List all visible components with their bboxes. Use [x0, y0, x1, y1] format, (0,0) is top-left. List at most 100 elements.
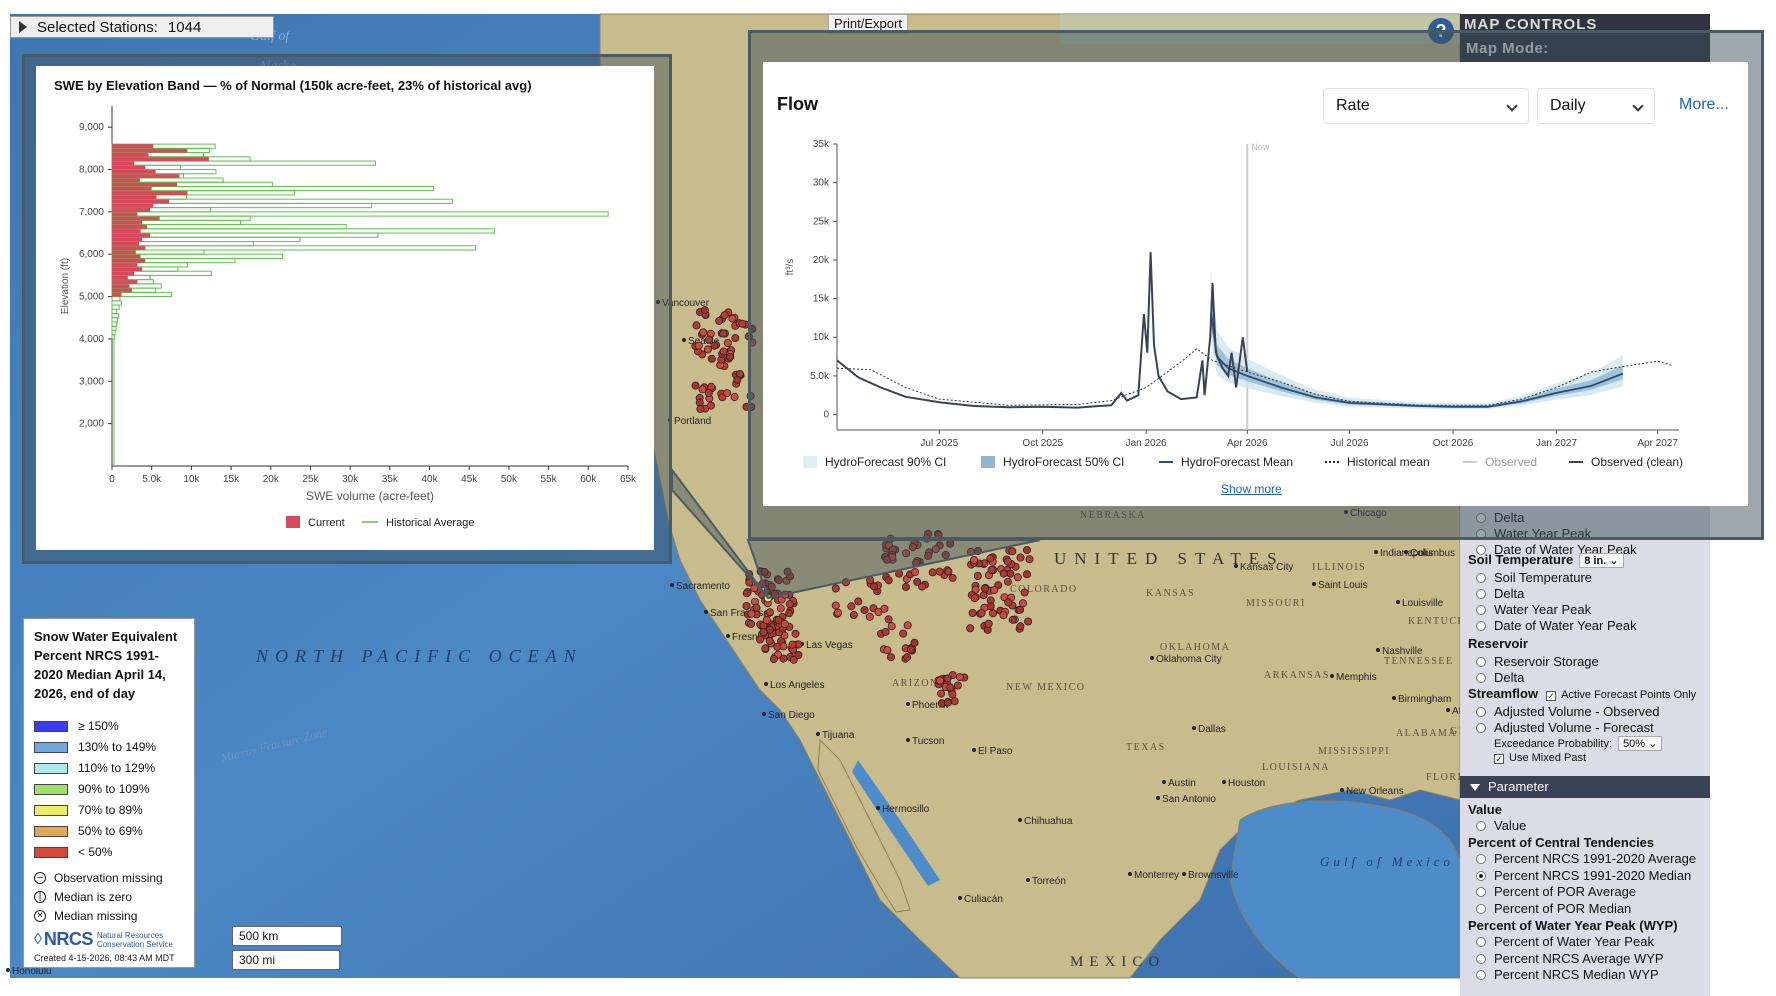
station-marker[interactable]: [948, 690, 957, 699]
station-marker[interactable]: [970, 556, 979, 565]
station-marker[interactable]: [887, 622, 896, 631]
station-marker[interactable]: [944, 567, 953, 576]
station-marker[interactable]: [831, 584, 840, 593]
mixed-past-checkbox[interactable]: ✓ Use Mixed Past: [1494, 752, 1587, 764]
station-marker[interactable]: [723, 338, 732, 347]
station-marker[interactable]: [910, 638, 919, 647]
rate-select[interactable]: Rate: [1323, 88, 1529, 124]
station-marker[interactable]: [908, 543, 917, 552]
station-marker[interactable]: [710, 341, 719, 350]
station-marker[interactable]: [943, 674, 952, 683]
station-marker[interactable]: [883, 555, 892, 564]
show-more-link[interactable]: Show more: [1221, 482, 1282, 496]
station-marker[interactable]: [692, 321, 701, 330]
station-marker[interactable]: [989, 609, 998, 618]
station-marker[interactable]: [769, 655, 778, 664]
station-marker[interactable]: [860, 606, 869, 615]
station-marker[interactable]: [831, 601, 840, 610]
station-marker[interactable]: [943, 698, 952, 707]
station-marker[interactable]: [928, 568, 937, 577]
station-marker[interactable]: [950, 697, 959, 706]
station-marker[interactable]: [1025, 555, 1034, 564]
station-marker[interactable]: [745, 578, 754, 587]
soil-option[interactable]: Delta: [1476, 586, 1524, 601]
station-marker[interactable]: [1019, 599, 1028, 608]
station-marker[interactable]: [774, 616, 783, 625]
station-marker[interactable]: [696, 405, 705, 414]
station-marker[interactable]: [999, 569, 1008, 578]
station-marker[interactable]: [756, 635, 765, 644]
station-marker[interactable]: [887, 653, 896, 662]
station-marker[interactable]: [1023, 570, 1032, 579]
station-marker[interactable]: [715, 316, 724, 325]
station-marker[interactable]: [1016, 553, 1025, 562]
station-marker[interactable]: [913, 577, 922, 586]
station-marker[interactable]: [762, 616, 771, 625]
station-marker[interactable]: [752, 603, 761, 612]
station-marker[interactable]: [931, 545, 940, 554]
station-marker[interactable]: [747, 609, 756, 618]
station-marker[interactable]: [785, 600, 794, 609]
station-marker[interactable]: [731, 334, 740, 343]
streamflow-option[interactable]: Adjusted Volume - Observed: [1476, 704, 1659, 719]
station-marker[interactable]: [1023, 546, 1032, 555]
station-marker[interactable]: [946, 683, 955, 692]
station-marker[interactable]: [984, 619, 993, 628]
station-marker[interactable]: [733, 375, 742, 384]
station-marker[interactable]: [703, 345, 712, 354]
station-marker[interactable]: [719, 347, 728, 356]
station-marker[interactable]: [935, 567, 944, 576]
station-marker[interactable]: [918, 582, 927, 591]
station-marker[interactable]: [1006, 569, 1015, 578]
station-marker[interactable]: [785, 609, 794, 618]
station-marker[interactable]: [1004, 598, 1013, 607]
central-tendency-option[interactable]: Percent NRCS 1991-2020 Median: [1476, 868, 1691, 883]
active-forecast-checkbox[interactable]: ✓ Active Forecast Points Only: [1546, 689, 1697, 701]
station-marker[interactable]: [899, 629, 908, 638]
station-marker[interactable]: [966, 624, 975, 633]
station-marker[interactable]: [980, 584, 989, 593]
central-tendency-option[interactable]: Percent NRCS 1991-2020 Average: [1476, 851, 1696, 866]
radio-button[interactable]: [1476, 887, 1486, 897]
station-marker[interactable]: [903, 621, 912, 630]
station-marker[interactable]: [1024, 617, 1033, 626]
station-marker[interactable]: [691, 381, 700, 390]
station-marker[interactable]: [1004, 557, 1013, 566]
radio-button[interactable]: [1476, 573, 1486, 583]
radio-button[interactable]: [1476, 673, 1486, 683]
station-marker[interactable]: [854, 597, 863, 606]
wyp-option[interactable]: Percent NRCS Average WYP: [1476, 951, 1664, 966]
station-marker[interactable]: [699, 328, 708, 337]
more-link[interactable]: More...: [1679, 96, 1729, 113]
station-marker[interactable]: [881, 627, 890, 636]
station-marker[interactable]: [901, 582, 910, 591]
station-marker[interactable]: [788, 640, 797, 649]
station-marker[interactable]: [767, 582, 776, 591]
period-select[interactable]: Daily: [1537, 88, 1655, 124]
station-marker[interactable]: [1013, 573, 1022, 582]
soil-option[interactable]: Date of Water Year Peak: [1476, 618, 1637, 633]
station-marker[interactable]: [707, 354, 716, 363]
station-marker[interactable]: [874, 608, 883, 617]
station-marker[interactable]: [791, 629, 800, 638]
station-marker[interactable]: [936, 676, 945, 685]
station-marker[interactable]: [906, 645, 915, 654]
station-marker[interactable]: [987, 566, 996, 575]
station-marker[interactable]: [986, 554, 995, 563]
station-marker[interactable]: [719, 329, 728, 338]
soil-option[interactable]: Water Year Peak: [1476, 602, 1591, 617]
soil-option[interactable]: Soil Temperature: [1476, 570, 1592, 585]
station-marker[interactable]: [849, 611, 858, 620]
station-marker[interactable]: [704, 389, 713, 398]
station-marker[interactable]: [1008, 615, 1017, 624]
station-marker[interactable]: [884, 615, 893, 624]
station-marker[interactable]: [948, 573, 957, 582]
station-marker[interactable]: [789, 655, 798, 664]
station-marker[interactable]: [847, 602, 856, 611]
station-marker[interactable]: [953, 681, 962, 690]
radio-button[interactable]: [1476, 657, 1486, 667]
station-marker[interactable]: [990, 586, 999, 595]
station-marker[interactable]: [924, 551, 933, 560]
station-marker[interactable]: [773, 642, 782, 651]
exceedance-select[interactable]: 50% ⌄: [1618, 736, 1663, 751]
